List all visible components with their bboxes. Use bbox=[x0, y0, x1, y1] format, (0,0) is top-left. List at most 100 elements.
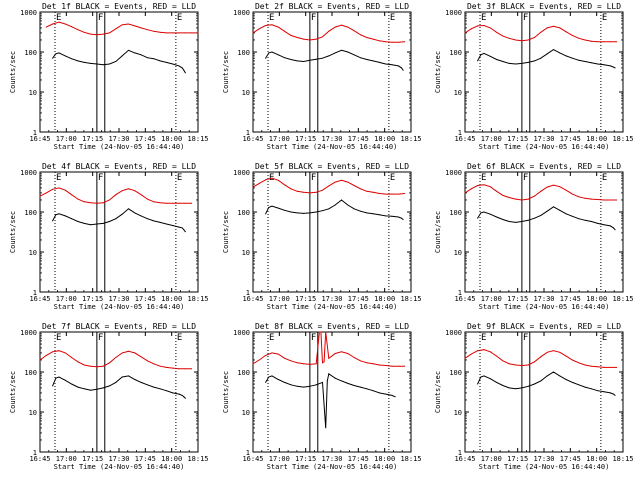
data-point bbox=[334, 181, 336, 183]
data-point bbox=[134, 190, 136, 192]
data-point bbox=[315, 384, 317, 386]
data-point bbox=[178, 202, 180, 204]
data-point bbox=[326, 380, 328, 382]
data-point bbox=[315, 58, 317, 60]
y-tick-label: 10 bbox=[29, 89, 37, 97]
data-point bbox=[127, 208, 129, 210]
x-tick-label: 17:15 bbox=[82, 135, 103, 143]
y-tick-label: 100 bbox=[449, 209, 462, 217]
data-point bbox=[565, 31, 567, 33]
x-tick-label: 17:45 bbox=[560, 135, 581, 143]
data-point bbox=[153, 30, 155, 32]
x-tick-label: 18:00 bbox=[161, 135, 182, 143]
marker-label: E bbox=[56, 333, 61, 343]
data-point bbox=[90, 389, 92, 391]
data-point bbox=[521, 365, 523, 367]
series-line bbox=[477, 49, 616, 69]
data-point bbox=[52, 220, 54, 222]
data-point bbox=[127, 350, 129, 352]
data-point bbox=[178, 32, 180, 34]
x-tick-label: 16:45 bbox=[29, 455, 50, 463]
data-point bbox=[77, 361, 79, 363]
x-tick-label: 17:00 bbox=[269, 455, 290, 463]
data-point bbox=[191, 202, 193, 204]
data-point bbox=[153, 363, 155, 365]
x-tick-label: 17:30 bbox=[108, 455, 129, 463]
marker-label: E bbox=[602, 173, 607, 183]
data-point bbox=[546, 186, 548, 188]
data-point bbox=[323, 361, 325, 363]
data-point bbox=[109, 362, 111, 364]
data-point bbox=[183, 396, 185, 398]
plot-frame bbox=[252, 171, 412, 293]
data-point bbox=[616, 366, 618, 368]
data-point bbox=[328, 208, 330, 210]
x-tick-label: 16:45 bbox=[29, 135, 50, 143]
data-point bbox=[527, 219, 529, 221]
data-point bbox=[464, 192, 466, 194]
data-point bbox=[559, 27, 561, 29]
x-axis-label: Start Time (24-Nov-05 16:44:40) bbox=[54, 463, 185, 471]
y-tick-label: 100 bbox=[449, 369, 462, 377]
series-line bbox=[52, 375, 186, 399]
y-tick-label: 100 bbox=[237, 369, 250, 377]
panel-title: Det 7f BLACK = Events, RED = LLD bbox=[42, 322, 196, 331]
data-point bbox=[159, 365, 161, 367]
data-point bbox=[397, 65, 399, 67]
data-point bbox=[552, 371, 554, 373]
data-point bbox=[140, 381, 142, 383]
data-point bbox=[268, 52, 270, 54]
marker-label: E bbox=[56, 173, 61, 183]
marker-label: F bbox=[98, 333, 103, 343]
y-tick-label: 100 bbox=[237, 209, 250, 217]
data-point bbox=[191, 368, 193, 370]
x-tick-label: 17:15 bbox=[82, 295, 103, 303]
panel-9: Det 9f BLACK = Events, RED = LLD 1 10 100 10… bbox=[434, 322, 634, 471]
y-axis-label: Counts/sec bbox=[222, 371, 230, 413]
data-point bbox=[55, 214, 57, 216]
data-point bbox=[309, 363, 311, 365]
plot-frame bbox=[39, 331, 199, 453]
data-point bbox=[603, 366, 605, 368]
y-tick-label: 1000 bbox=[233, 9, 250, 17]
data-point bbox=[565, 355, 567, 357]
data-point bbox=[508, 197, 510, 199]
data-point bbox=[590, 198, 592, 200]
series-line bbox=[464, 24, 617, 43]
marker-label: F bbox=[311, 173, 316, 183]
panel-8: Det 8f BLACK = Events, RED = LLD 1 10 100 10… bbox=[222, 322, 422, 471]
data-point bbox=[328, 373, 330, 375]
data-point bbox=[359, 386, 361, 388]
data-point bbox=[402, 218, 404, 220]
data-point bbox=[184, 202, 186, 204]
x-tick-label: 17:15 bbox=[295, 455, 316, 463]
data-point bbox=[277, 353, 279, 355]
data-point bbox=[508, 37, 510, 39]
data-point bbox=[565, 213, 567, 215]
y-axis-label: Counts/sec bbox=[9, 51, 17, 93]
data-point bbox=[521, 40, 523, 42]
data-point bbox=[616, 199, 618, 201]
x-axis-label: Start Time (24-Nov-05 16:44:40) bbox=[54, 303, 185, 311]
data-point bbox=[64, 189, 66, 191]
data-point bbox=[470, 353, 472, 355]
data-point bbox=[58, 213, 60, 215]
data-point bbox=[322, 189, 324, 191]
data-point bbox=[140, 356, 142, 358]
data-point bbox=[165, 366, 167, 368]
data-point bbox=[477, 25, 479, 27]
data-point bbox=[496, 58, 498, 60]
x-tick-label: 18:15 bbox=[187, 135, 208, 143]
data-point bbox=[401, 67, 403, 69]
series-line bbox=[464, 184, 617, 201]
plot-frame bbox=[252, 11, 412, 133]
data-point bbox=[470, 28, 472, 30]
data-point bbox=[565, 378, 567, 380]
data-point bbox=[366, 388, 368, 390]
data-point bbox=[559, 209, 561, 211]
data-point bbox=[102, 365, 104, 367]
x-tick-label: 17:30 bbox=[108, 135, 129, 143]
series-line bbox=[477, 206, 616, 231]
data-point bbox=[146, 29, 148, 31]
